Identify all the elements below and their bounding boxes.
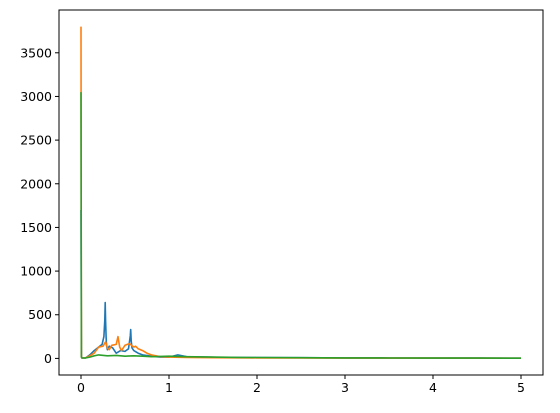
x-tick-label: 0 bbox=[77, 380, 85, 395]
series-line-3 bbox=[80, 92, 522, 360]
x-axis: 0 1 2 3 4 5 bbox=[77, 375, 525, 395]
x-tick-label: 5 bbox=[517, 380, 525, 395]
y-tick-label: 0 bbox=[44, 351, 52, 366]
series-line-2 bbox=[80, 26, 522, 360]
x-tick-label: 1 bbox=[165, 380, 173, 395]
x-tick-label: 2 bbox=[253, 380, 261, 395]
y-axis: 0 500 1000 1500 2000 2500 3000 3500 bbox=[20, 45, 59, 366]
y-tick-label: 1000 bbox=[20, 264, 52, 279]
y-tick-label: 3000 bbox=[20, 89, 52, 104]
y-tick-label: 1500 bbox=[20, 220, 52, 235]
y-tick-label: 500 bbox=[28, 307, 52, 322]
axes-frame bbox=[58, 9, 544, 376]
y-tick-label: 2500 bbox=[20, 133, 52, 148]
x-tick-label: 4 bbox=[429, 380, 437, 395]
y-tick-label: 3500 bbox=[20, 45, 52, 60]
series-lines bbox=[80, 26, 522, 360]
y-tick-label: 2000 bbox=[20, 176, 52, 191]
x-tick-label: 3 bbox=[341, 380, 349, 395]
series-line-1 bbox=[80, 209, 522, 360]
